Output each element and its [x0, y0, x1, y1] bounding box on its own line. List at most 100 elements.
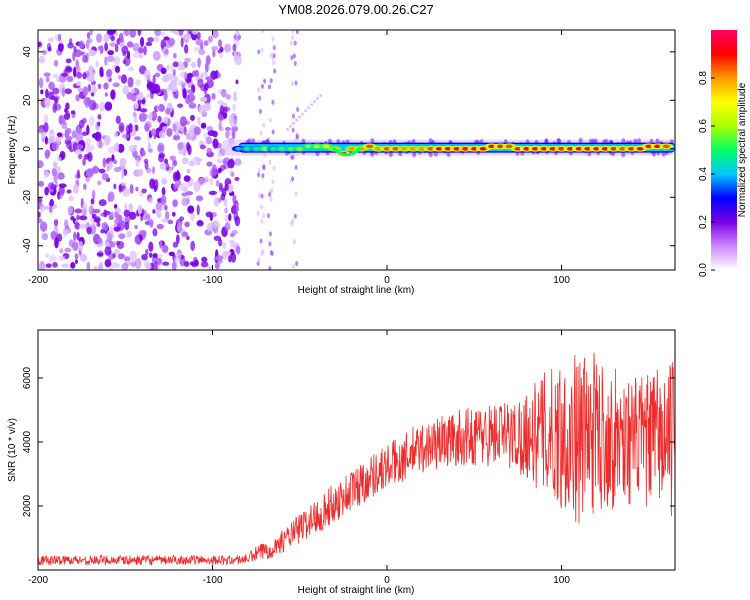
spectrogram-noise-blob	[70, 262, 76, 269]
spectrogram-cell-core	[654, 144, 662, 149]
spectrogram-noise-blob	[46, 42, 52, 52]
spectrogram-cell-core	[444, 146, 452, 151]
spectrogram-noise-blob	[220, 164, 226, 171]
spectrogram-noise-blob	[104, 42, 109, 52]
spectrogram-noise-blob	[216, 151, 223, 158]
spectrogram-noise-blob	[78, 40, 85, 49]
spectrogram-cell-core	[592, 146, 600, 151]
colorbar-tick-label: 0.2	[698, 215, 709, 229]
spectrogram-noise-blob	[206, 161, 213, 167]
spectrogram-noise-blob	[128, 66, 134, 72]
spectrogram-noise-blob	[45, 76, 50, 83]
spectrogram-noise-blob	[63, 112, 71, 120]
spectrogram-noise-stripe	[261, 249, 265, 255]
spectrogram-noise-blob	[104, 258, 112, 268]
spectrogram-noise-blob	[110, 211, 114, 219]
spectrogram-noise-blob	[164, 162, 170, 172]
spectrogram-noise-stripe	[268, 241, 272, 247]
spectrogram-noise-stripe	[257, 257, 261, 263]
spectrogram-noise-blob	[158, 103, 165, 112]
spectrogram-noise-blob	[40, 89, 44, 95]
spectrogram-noise-stripe	[271, 99, 275, 105]
spectrogram-noise-blob	[153, 36, 160, 43]
spectrogram-noise-blob	[235, 79, 239, 85]
spectrogram-noise-blob	[113, 56, 121, 65]
spectrogram-y-axis: -40 -20 0 20 40	[22, 46, 675, 253]
spectrogram-frame	[37, 29, 676, 271]
spectrogram-noise-blob	[207, 265, 212, 270]
spectrogram-noise-blob	[62, 227, 69, 237]
spectrogram-cell-core	[366, 144, 374, 149]
spectrogram-noise-blob	[157, 257, 162, 265]
spectrogram-noise-stripe	[257, 172, 261, 178]
y-tick-label: -40	[22, 238, 33, 253]
spectrogram-cell-core	[392, 146, 400, 151]
spectrogram-noise-blob	[200, 122, 207, 129]
spectrogram-noise-blob	[66, 75, 74, 83]
spectrogram-noise-blob	[75, 124, 82, 134]
spectrogram-streak	[301, 112, 305, 116]
spectrogram-noise-stripe	[259, 130, 263, 136]
spectrogram-cell-core	[278, 146, 286, 151]
spectrogram-noise-stripe	[262, 212, 266, 218]
spectrogram-noise-blob	[67, 205, 73, 215]
spectrogram-noise-blob	[195, 195, 204, 202]
spectrogram-noise-blob	[196, 204, 200, 216]
spectrogram-cell-core	[418, 146, 426, 151]
spectrogram-noise-blob	[195, 161, 201, 166]
spectrogram-noise-blob	[134, 124, 139, 132]
spectrogram-cell-core	[549, 146, 557, 151]
spectrogram-noise-blob	[221, 187, 227, 197]
x-tick-label: -200	[28, 275, 48, 286]
spectrogram-noise-blob	[179, 216, 185, 222]
spectrogram-noise-blob	[89, 69, 94, 81]
spectrogram-noise-blob	[139, 53, 144, 59]
spectrogram-noise-blob	[172, 61, 179, 68]
spectrogram-cell-core	[479, 146, 487, 151]
spectrogram-noise-blob	[103, 209, 108, 218]
spectrogram-noise-blob	[178, 30, 184, 37]
spectrogram-cell-core	[514, 146, 522, 151]
x-tick-label: -200	[28, 575, 48, 586]
spectrogram-noise-blob	[160, 194, 167, 206]
spectrogram-noise-blob	[104, 246, 112, 256]
spectrogram-noise-blob	[104, 92, 108, 97]
spectrogram-noise-stripe	[296, 106, 300, 112]
spectrogram-cell-core	[383, 146, 391, 151]
spectrogram-noise-blob	[172, 134, 181, 141]
spectrogram-noise-blob	[157, 115, 162, 123]
spectrogram-cell-core	[261, 146, 269, 151]
spectrogram-cell-core	[243, 146, 251, 151]
spectrogram-noise-blob	[186, 235, 190, 241]
spectrogram-noise-blob	[232, 103, 237, 112]
spectrogram-cell-core	[470, 146, 478, 151]
spectrogram-noise-blob	[103, 135, 111, 147]
spectrogram-noise-blob	[86, 31, 91, 40]
spectrogram-noise-blob	[157, 253, 164, 259]
spectrogram-cell-core	[601, 146, 609, 151]
spectrogram-noise-blob	[98, 168, 106, 174]
spectrogram-noise-blob	[152, 209, 156, 214]
spectrogram-streak	[286, 127, 290, 131]
spectrogram-noise-blob	[199, 144, 206, 150]
spectrogram-noise-blob	[196, 220, 204, 227]
spectrogram-noise-blob	[130, 88, 136, 94]
spectrogram-noise-blob	[180, 37, 184, 48]
spectrogram-noise-blob	[224, 250, 232, 256]
spectrogram-noise-blob	[129, 30, 137, 38]
spectrogram-noise-blob	[170, 30, 176, 34]
spectrogram-noise-blob	[145, 248, 149, 256]
spectrogram-noise-blob	[126, 50, 131, 60]
spectrogram-cell-core	[400, 146, 408, 151]
spectrogram-band-speckle	[446, 151, 451, 158]
spectrogram-noise-blob	[95, 61, 99, 68]
spectrogram-noise-blob	[142, 151, 146, 156]
spectrogram-noise-blob	[186, 72, 193, 79]
spectrogram-noise-stripe	[263, 78, 267, 84]
spectrogram-noise-blob	[164, 210, 170, 221]
spectrogram-noise-blob	[113, 159, 117, 165]
spectrogram-noise-blob	[59, 40, 64, 45]
spectrogram-noise-blob	[74, 149, 82, 155]
spectrogram-noise-stripe	[291, 113, 295, 119]
spectrogram-noise-blob	[206, 222, 213, 232]
